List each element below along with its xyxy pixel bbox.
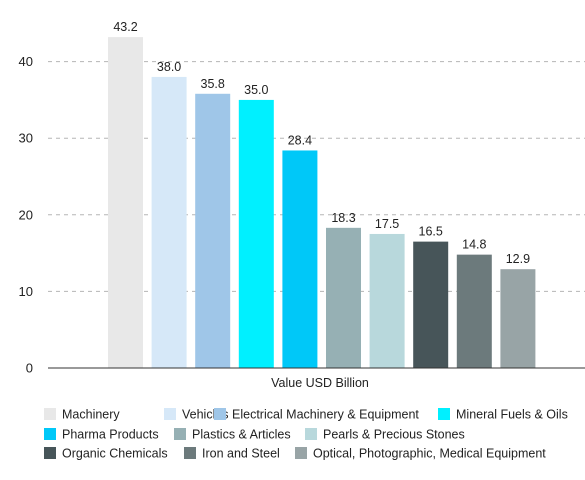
bar (326, 227, 361, 368)
legend-swatch (44, 447, 56, 459)
legend-item: Organic Chemicals (44, 447, 168, 461)
legend-item: Optical, Photographic, Medical Equipment (295, 447, 546, 461)
legend-item: Machinery (44, 408, 120, 422)
y-tick-label: 40 (19, 54, 33, 69)
bar (108, 37, 143, 368)
legend-item: Mineral Fuels & Oils (438, 408, 568, 422)
y-tick-label: 0 (26, 361, 33, 376)
data-label: 35.8 (201, 77, 225, 91)
legend-label: Pharma Products (62, 428, 159, 442)
y-tick-label: 10 (19, 284, 33, 299)
data-label: 17.5 (375, 217, 399, 231)
y-tick-label: 30 (19, 131, 33, 146)
legend-item: Pharma Products (44, 428, 159, 442)
data-label: 35.0 (244, 83, 268, 97)
legend-item: Iron and Steel (184, 447, 280, 461)
legend-swatch (305, 428, 317, 440)
legend-label: Pearls & Precious Stones (323, 428, 465, 442)
legend: Machinery Vehicles Electrical Machinery & … (44, 408, 568, 461)
bar (151, 76, 187, 369)
legend-label: Organic Chemicals (62, 447, 168, 461)
data-label: 16.5 (419, 225, 443, 239)
legend-swatch (214, 408, 226, 420)
legend-item: Pearls & Precious Stones (305, 428, 465, 442)
data-label: 18.3 (331, 211, 355, 225)
bar (238, 99, 274, 369)
data-labels: 43.2 38.0 35.8 35.0 28.4 18.3 17.5 16.5 14.8 12.9 (113, 20, 530, 266)
legend-label: Mineral Fuels & Oils (456, 408, 568, 422)
legend-label: Plastics & Articles (192, 428, 291, 442)
bar (369, 233, 405, 368)
y-axis-ticks: 0 10 20 30 40 (19, 54, 33, 375)
legend-swatch (44, 428, 56, 440)
bar (413, 241, 449, 368)
legend-swatch (44, 408, 56, 420)
data-label: 28.4 (288, 133, 312, 147)
legend-swatch (164, 408, 176, 420)
legend-swatch (174, 428, 186, 440)
bar (500, 269, 536, 368)
bar (282, 150, 318, 368)
bar (195, 93, 231, 368)
legend-label: Iron and Steel (202, 447, 280, 461)
legend-item: Plastics & Articles (174, 428, 291, 442)
legend-label: Optical, Photographic, Medical Equipment (313, 447, 546, 461)
legend-label: Electrical Machinery & Equipment (232, 408, 419, 422)
y-tick-label: 20 (19, 207, 33, 222)
legend-swatch (184, 447, 196, 459)
data-label: 12.9 (506, 252, 530, 266)
data-label: 43.2 (113, 20, 137, 34)
legend-item: Electrical Machinery & Equipment (214, 408, 419, 422)
bar (456, 254, 492, 368)
x-axis-title: Value USD Billion (271, 376, 369, 390)
data-label: 38.0 (157, 60, 181, 74)
legend-label: Machinery (62, 408, 120, 422)
data-label: 14.8 (462, 238, 486, 252)
legend-swatch (438, 408, 450, 420)
legend-swatch (295, 447, 307, 459)
bars (108, 37, 536, 369)
